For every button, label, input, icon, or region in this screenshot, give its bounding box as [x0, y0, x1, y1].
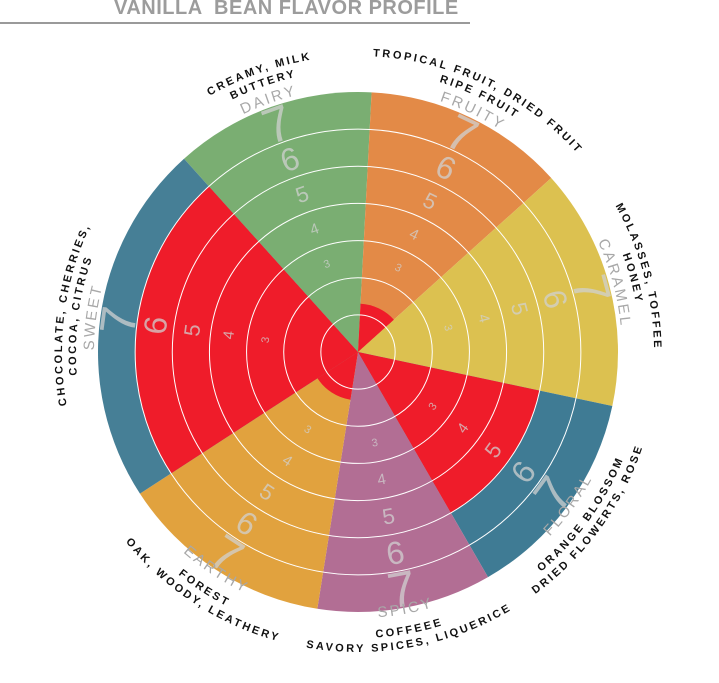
scale-number: 3 — [322, 258, 332, 271]
segment-name-sweet: SWEET — [81, 282, 106, 350]
title-bar: VANILLA BEAN FLAVOR PROFILE — [0, 0, 470, 26]
scale-number: 3 — [260, 336, 273, 344]
segment-fruity — [358, 92, 552, 353]
ring-5 — [171, 165, 545, 539]
segment-dairy — [184, 92, 372, 352]
title-underline — [0, 22, 470, 24]
ring-4 — [208, 202, 508, 502]
segment-spicy — [317, 352, 488, 613]
scale-number: 3 — [441, 323, 454, 332]
ring-2 — [283, 277, 433, 427]
value-bar-sweet — [135, 186, 358, 474]
scale-number: 3 — [371, 437, 379, 450]
scale-number: 3 — [302, 423, 314, 436]
segment-caramel — [358, 178, 619, 407]
scale-number: 6 — [136, 314, 174, 336]
scale-number: 5 — [380, 503, 397, 530]
scale-number: 5 — [179, 322, 205, 337]
scale-number: 3 — [393, 261, 404, 274]
chart-title: VANILLA BEAN FLAVOR PROFILE — [114, 0, 459, 19]
value-bar-floral — [358, 352, 540, 513]
ring-gridlines — [134, 128, 582, 576]
ring-1 — [320, 314, 396, 390]
ring-3 — [246, 240, 470, 464]
scale-number: 4 — [220, 330, 238, 340]
segment-earthy — [139, 352, 358, 609]
scale-number: 4 — [376, 471, 387, 489]
ring-6 — [134, 128, 582, 576]
